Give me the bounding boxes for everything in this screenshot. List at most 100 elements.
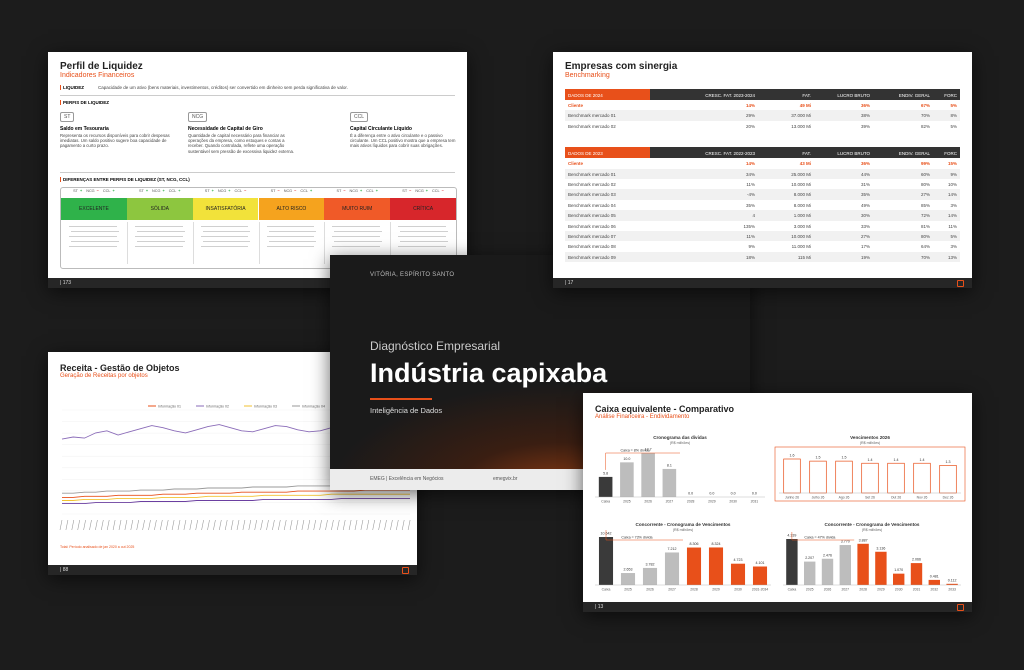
x-tick-placeholder [112, 519, 116, 531]
table-cell: 35% [745, 202, 755, 208]
item-text: É a diferença entre o ativo circulante e… [350, 133, 456, 149]
x-tick-placeholder [201, 519, 204, 531]
accent-line [370, 398, 432, 400]
table-header-cell: FAT. [802, 92, 811, 98]
text-placeholder [268, 231, 317, 233]
category-label: 2027 [666, 500, 674, 504]
value-label: 0.0 [688, 492, 693, 496]
level-box: ALTO RISCO [258, 198, 325, 220]
table-cell: 49 Mi [799, 103, 811, 108]
text-placeholder [398, 226, 446, 228]
table-cell: 10.000 Mi [791, 234, 811, 239]
level-signs: ST + NCG − CCL + [61, 189, 127, 193]
slide-benchmark: Empresas com sinergia Benchmarking | 17 … [553, 52, 972, 288]
bar [821, 558, 834, 585]
table-cell: 5% [950, 123, 957, 129]
table-cell: 135% [743, 223, 755, 229]
table-cell: 11% [746, 182, 755, 187]
x-tick-placeholder [348, 519, 352, 531]
footer-left: EMEG | Excelência em Negócios [370, 476, 444, 482]
category-label: 2026 [824, 588, 832, 592]
table-cell: Benchmark mercado 09 [568, 254, 616, 260]
x-tick-placeholder [272, 519, 275, 531]
table-header-cell: LUCRO BRUTO [837, 92, 870, 98]
category-label: 2028 [859, 588, 867, 592]
indicator-sign: + [79, 189, 83, 193]
series-line [62, 497, 410, 505]
text-placeholder [200, 226, 249, 228]
table-cell: 3% [950, 244, 957, 250]
table-header-cell: DADOS DE 2023 [568, 150, 603, 156]
x-tick-placeholder [236, 519, 240, 531]
chart-title: Vencimentos 2026 [850, 435, 890, 440]
value-label: 2.476 [823, 553, 832, 557]
slide-subtitle: Análise Financeira - Endividamento [595, 414, 690, 420]
table-cell: 3.000 Mi [793, 223, 811, 229]
category-label: Nov 26 [917, 496, 928, 500]
slide-title: Receita - Gestão de Objetos [60, 363, 180, 373]
table-header-cell: CRESC. FAT. 2023-2024 [705, 92, 755, 98]
table-cell: 4 [752, 213, 755, 219]
table-cell: 38% [860, 113, 870, 119]
category-label: 2028 [687, 500, 695, 504]
table-header-bg [565, 147, 960, 159]
level-box: MUITO RUIM [324, 198, 391, 220]
table-cell: Benchmark mercado 03 [568, 192, 616, 198]
row-stripe [565, 231, 960, 242]
table-cell: 70% [920, 254, 930, 260]
table-cell: Benchmark mercado 02 [568, 182, 616, 187]
row-stripe [565, 210, 960, 221]
note: Caixa = 47% dívida [804, 536, 835, 540]
indicator-code: CCL [102, 189, 111, 193]
text-placeholder [266, 246, 315, 248]
bar [835, 460, 853, 494]
table-cell: Benchmark mercado 07 [568, 234, 616, 239]
value-label: 3.782 [646, 562, 655, 566]
text-placeholder [136, 231, 185, 233]
indicator-code: ST [73, 189, 78, 193]
table-header-cell: LUCRO BRUTO [837, 150, 870, 156]
indicator-sign: + [228, 189, 231, 193]
table-cell: 85% [920, 202, 930, 208]
x-tick-placeholder [372, 519, 375, 531]
indicator-sign: + [178, 189, 181, 193]
text-placeholder [200, 246, 249, 248]
text-placeholder [134, 246, 183, 248]
value-label: 8.1 [667, 463, 672, 467]
table-header-cell: FAT. [802, 150, 811, 156]
table-cell: Benchmark mercado 05 [568, 213, 616, 219]
table-cell: 34% [745, 171, 755, 177]
indicator-code: CCL [234, 189, 243, 193]
value-label: 4.723 [734, 558, 743, 562]
table-cell: Benchmark mercado 06 [568, 223, 616, 229]
table-cell: 31% [860, 182, 870, 187]
value-label: 8.306 [690, 542, 699, 546]
text-placeholder [134, 236, 183, 238]
indicator-code: CCL [300, 189, 308, 193]
value-label: 0.481 [930, 574, 939, 578]
value-label: 8.324 [712, 542, 721, 546]
category-label: 2026 [644, 500, 652, 504]
chart-subtitle: (R$ milhões) [670, 441, 690, 445]
table-cell: 11.000 Mi [791, 244, 811, 250]
x-tick-placeholder [89, 519, 92, 531]
table-cell: 14% [947, 213, 957, 219]
chart-frame [774, 446, 966, 502]
slide-footer: | 13 [583, 602, 972, 612]
table-cell: 14% [745, 161, 755, 167]
category-label: 2032 [931, 588, 939, 592]
table-cell: 9% [950, 171, 957, 177]
text-placeholder [332, 246, 381, 248]
cover-title: Indústria capixaba [370, 358, 608, 388]
table-cell: 30% [860, 213, 870, 219]
x-tick-placeholder [278, 519, 281, 531]
table-cell: 14% [947, 192, 957, 198]
indicator-sign: − [409, 189, 412, 193]
text-placeholder [398, 236, 446, 238]
value-label: 0.0 [709, 492, 714, 496]
table-cell: 17% [860, 244, 870, 250]
category-label: 2026 [646, 588, 654, 592]
bar [857, 543, 869, 585]
x-tick-placeholder [101, 519, 104, 531]
category-label: Out 26 [891, 496, 901, 500]
